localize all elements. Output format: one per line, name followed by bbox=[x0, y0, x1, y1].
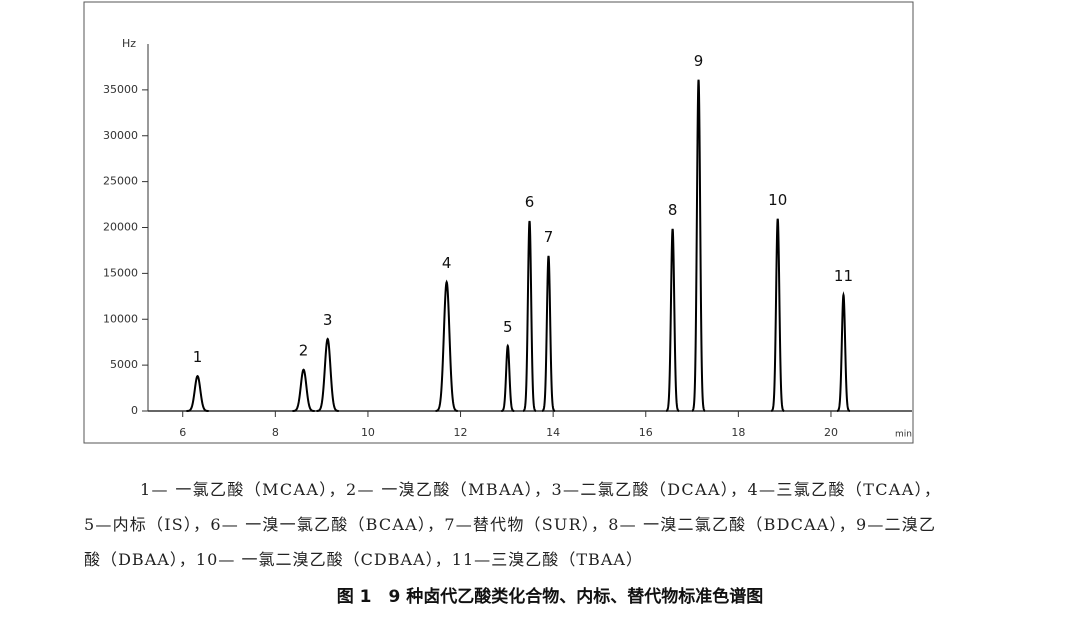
caption-line: 1— 一氯乙酸（MCAA），2— 一溴乙酸（MBAA），3—二氯乙酸（DCAA）… bbox=[140, 480, 940, 499]
y-axis-label: Hz bbox=[122, 37, 136, 50]
y-tick-label: 20000 bbox=[103, 221, 138, 234]
peak-label: 9 bbox=[694, 52, 704, 70]
peak bbox=[541, 255, 556, 412]
peak-label: 11 bbox=[834, 267, 853, 285]
peak-label: 10 bbox=[768, 191, 787, 209]
x-tick-label: 20 bbox=[824, 426, 838, 439]
peak bbox=[501, 343, 515, 412]
y-tick-label: 25000 bbox=[103, 175, 138, 188]
y-tick-label: 5000 bbox=[110, 358, 138, 371]
x-tick-label: 12 bbox=[454, 426, 468, 439]
x-tick-label: 14 bbox=[546, 426, 560, 439]
y-tick-label: 35000 bbox=[103, 83, 138, 96]
caption-line: 5—内标（IS），6— 一溴一氯乙酸（BCAA），7—替代物（SUR），8— 一… bbox=[84, 515, 935, 534]
peak bbox=[186, 374, 209, 412]
plot-frame bbox=[83, 1, 914, 444]
peak bbox=[665, 228, 680, 412]
peak bbox=[691, 79, 706, 412]
x-axis-label: min bbox=[895, 430, 912, 440]
x-tick-label: 16 bbox=[639, 426, 653, 439]
y-tick-label: 30000 bbox=[103, 129, 138, 142]
peak bbox=[836, 291, 851, 412]
peak-label: 2 bbox=[299, 342, 309, 360]
figure-title: 图 1 9 种卤代乙酸类化合物、内标、替代物标准色谱图 bbox=[337, 586, 764, 607]
peak-label: 8 bbox=[668, 201, 678, 219]
x-tick-label: 8 bbox=[272, 426, 279, 439]
y-tick-label: 10000 bbox=[103, 312, 138, 325]
peak-label: 6 bbox=[525, 193, 535, 211]
peak bbox=[316, 337, 339, 412]
peak-label: 5 bbox=[503, 318, 513, 336]
x-tick-label: 6 bbox=[179, 426, 186, 439]
peak bbox=[435, 279, 458, 412]
peak bbox=[292, 368, 315, 412]
y-tick-label: 15000 bbox=[103, 266, 138, 279]
y-tick-label: 0 bbox=[131, 404, 138, 417]
x-tick-label: 10 bbox=[361, 426, 375, 439]
caption-line: 酸（DBAA），10— 一氯二溴乙酸（CDBAA），11—三溴乙酸（TBAA） bbox=[84, 550, 642, 569]
peak-label: 1 bbox=[193, 348, 203, 366]
peak bbox=[522, 220, 537, 412]
x-tick-label: 18 bbox=[731, 426, 745, 439]
peak-label: 4 bbox=[442, 254, 452, 272]
peak bbox=[770, 218, 785, 412]
peak-label: 7 bbox=[544, 228, 554, 246]
peak-label: 3 bbox=[323, 311, 333, 329]
